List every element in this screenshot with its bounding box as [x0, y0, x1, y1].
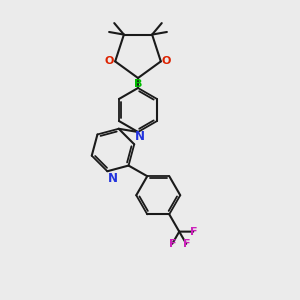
Text: O: O	[162, 56, 171, 66]
Text: B: B	[134, 79, 142, 89]
Text: F: F	[182, 239, 190, 249]
Text: F: F	[169, 239, 176, 249]
Text: N: N	[135, 130, 145, 143]
Text: F: F	[190, 226, 197, 237]
Text: N: N	[108, 172, 118, 185]
Text: O: O	[105, 56, 114, 66]
